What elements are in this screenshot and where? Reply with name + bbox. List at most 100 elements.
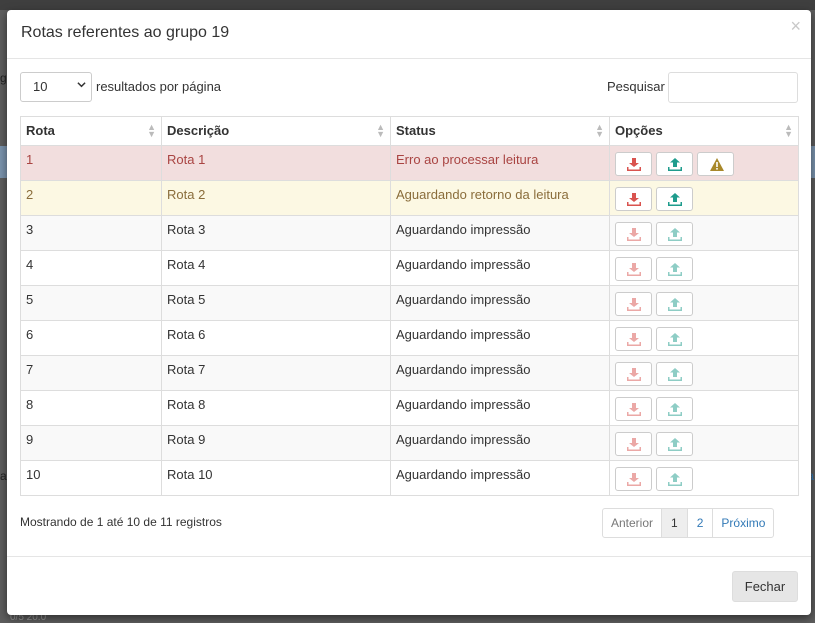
- upload-button[interactable]: [656, 432, 693, 456]
- table-row: 3 Rota 3 Aguardando impressão: [20, 215, 799, 251]
- cell-opcoes: [609, 425, 799, 461]
- pagination-page-1[interactable]: 1: [661, 508, 688, 538]
- download-button[interactable]: [615, 362, 652, 386]
- background-text: ar: [0, 469, 11, 483]
- search-label: Pesquisar: [607, 79, 665, 94]
- cell-rota: 8: [20, 390, 162, 426]
- search-input[interactable]: [668, 72, 798, 103]
- cell-status: Aguardando impressão: [390, 285, 610, 321]
- cell-descricao: Rota 10: [161, 460, 391, 496]
- download-button[interactable]: [615, 292, 652, 316]
- rotas-modal: Rotas referentes ao grupo 19 × 10 result…: [7, 10, 811, 615]
- table-row: 6 Rota 6 Aguardando impressão: [20, 320, 799, 356]
- download-button[interactable]: [615, 152, 652, 176]
- upload-button[interactable]: [656, 467, 693, 491]
- table-row: 9 Rota 9 Aguardando impressão: [20, 425, 799, 461]
- cell-descricao: Rota 8: [161, 390, 391, 426]
- cell-opcoes: [609, 390, 799, 426]
- cell-rota: 7: [20, 355, 162, 391]
- upload-button[interactable]: [656, 222, 693, 246]
- cell-status: Aguardando impressão: [390, 215, 610, 251]
- cell-rota: 10: [20, 460, 162, 496]
- modal-footer: Fechar: [7, 556, 811, 615]
- cell-opcoes: [609, 460, 799, 496]
- column-header-label: Opções: [615, 123, 663, 138]
- cell-rota: 5: [20, 285, 162, 321]
- cell-rota: 1: [20, 145, 162, 181]
- upload-button[interactable]: [656, 327, 693, 351]
- column-header-label: Descrição: [167, 123, 230, 138]
- cell-descricao: Rota 3: [161, 215, 391, 251]
- download-button[interactable]: [615, 257, 652, 281]
- pagination-next[interactable]: Próximo: [712, 508, 775, 538]
- sort-icon: ▲ ▼: [376, 122, 385, 139]
- sort-icon: ▲ ▼: [595, 122, 604, 139]
- upload-button[interactable]: [656, 152, 693, 176]
- background-highlight: [810, 146, 815, 178]
- cell-rota: 3: [20, 215, 162, 251]
- background-highlight: [0, 146, 7, 178]
- cell-status: Aguardando impressão: [390, 390, 610, 426]
- table-info: Mostrando de 1 até 10 de 11 registros: [20, 515, 222, 529]
- cell-rota: 4: [20, 250, 162, 286]
- download-button[interactable]: [615, 432, 652, 456]
- cell-rota: 9: [20, 425, 162, 461]
- cell-descricao: Rota 9: [161, 425, 391, 461]
- table-row: 5 Rota 5 Aguardando impressão: [20, 285, 799, 321]
- upload-button[interactable]: [656, 397, 693, 421]
- table-row: 1 Rota 1 Erro ao processar leitura: [20, 145, 799, 181]
- background-text: g: [0, 71, 7, 85]
- cell-status: Aguardando retorno da leitura: [390, 180, 610, 216]
- pagination-page-2[interactable]: 2: [686, 508, 714, 538]
- column-header-descricao[interactable]: Descrição ▲ ▼: [161, 116, 391, 146]
- cell-descricao: Rota 1: [161, 145, 391, 181]
- cell-opcoes: [609, 145, 799, 181]
- cell-status: Aguardando impressão: [390, 355, 610, 391]
- upload-button[interactable]: [656, 187, 693, 211]
- cell-descricao: Rota 5: [161, 285, 391, 321]
- table-header-row: Rota ▲ ▼ Descrição ▲ ▼ Status ▲ ▼ Opções ▲ ▼: [20, 116, 799, 146]
- warning-button[interactable]: [697, 152, 734, 176]
- cell-opcoes: [609, 250, 799, 286]
- cell-descricao: Rota 4: [161, 250, 391, 286]
- cell-status: Aguardando impressão: [390, 320, 610, 356]
- column-header-label: Rota: [26, 123, 55, 138]
- upload-button[interactable]: [656, 362, 693, 386]
- background-text: 0/5 20.0: [10, 612, 47, 623]
- upload-button[interactable]: [656, 257, 693, 281]
- download-button[interactable]: [615, 397, 652, 421]
- download-button[interactable]: [615, 467, 652, 491]
- cell-opcoes: [609, 180, 799, 216]
- cell-status: Aguardando impressão: [390, 425, 610, 461]
- cell-status: Erro ao processar leitura: [390, 145, 610, 181]
- column-header-rota[interactable]: Rota ▲ ▼: [20, 116, 162, 146]
- close-icon[interactable]: ×: [790, 16, 801, 36]
- cell-descricao: Rota 2: [161, 180, 391, 216]
- upload-button[interactable]: [656, 292, 693, 316]
- download-button[interactable]: [615, 187, 652, 211]
- cell-opcoes: [609, 355, 799, 391]
- pagination: Anterior 1 2 Próximo: [602, 508, 775, 538]
- column-header-opcoes[interactable]: Opções ▲ ▼: [609, 116, 799, 146]
- download-button[interactable]: [615, 327, 652, 351]
- modal-header: Rotas referentes ao grupo 19 ×: [7, 10, 811, 59]
- download-button[interactable]: [615, 222, 652, 246]
- column-header-status[interactable]: Status ▲ ▼: [390, 116, 610, 146]
- cell-descricao: Rota 6: [161, 320, 391, 356]
- cell-opcoes: [609, 285, 799, 321]
- cell-rota: 6: [20, 320, 162, 356]
- page-length-select[interactable]: 10: [20, 72, 92, 102]
- sort-icon: ▲ ▼: [147, 122, 156, 139]
- cell-opcoes: [609, 320, 799, 356]
- pagination-previous[interactable]: Anterior: [602, 508, 663, 538]
- close-button[interactable]: Fechar: [732, 571, 798, 602]
- cell-status: Aguardando impressão: [390, 250, 610, 286]
- cell-opcoes: [609, 215, 799, 251]
- page-length-value: 10: [33, 79, 48, 94]
- table-row: 10 Rota 10 Aguardando impressão: [20, 460, 799, 496]
- page-length-label: resultados por página: [96, 79, 222, 94]
- table-row: 2 Rota 2 Aguardando retorno da leitura: [20, 180, 799, 216]
- sort-icon: ▲ ▼: [784, 122, 793, 139]
- table-row: 8 Rota 8 Aguardando impressão: [20, 390, 799, 426]
- cell-rota: 2: [20, 180, 162, 216]
